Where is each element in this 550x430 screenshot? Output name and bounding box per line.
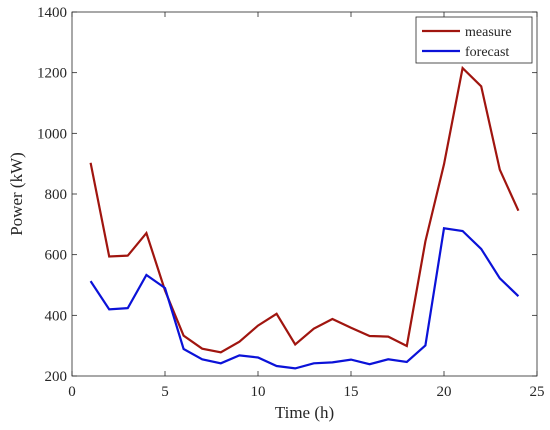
tick-layer: 0 5 10 15 20 25 200 400 600 800 1000 1200 1400: [37, 5, 545, 400]
y-tick-label: 200: [45, 369, 68, 385]
series-layer: [89, 65, 520, 370]
x-tick-label: 10: [251, 384, 266, 400]
x-tick-label: 25: [530, 384, 545, 400]
series-line-measure: [89, 65, 520, 354]
x-axis-label: Time (h): [275, 403, 334, 422]
y-axis-label: Power (kW): [7, 152, 26, 236]
x-tick-label: 5: [161, 384, 169, 400]
legend-label-measure: measure: [465, 25, 512, 40]
series-line-forecast: [89, 227, 520, 370]
y-tick-label: 600: [45, 248, 68, 264]
y-tick-label: 1000: [37, 126, 67, 142]
y-tick-label: 1400: [37, 5, 67, 21]
y-tick-label: 800: [45, 187, 68, 203]
x-tick-label: 15: [344, 384, 359, 400]
y-tick-label: 1200: [37, 66, 67, 82]
legend: measure forecast: [415, 16, 533, 64]
plot-area: [72, 12, 537, 376]
legend-label-forecast: forecast: [465, 45, 509, 60]
x-tick-label: 0: [68, 384, 76, 400]
y-tick-label: 400: [45, 308, 68, 324]
legend-box: [415, 16, 533, 64]
x-tick-label: 20: [437, 384, 452, 400]
